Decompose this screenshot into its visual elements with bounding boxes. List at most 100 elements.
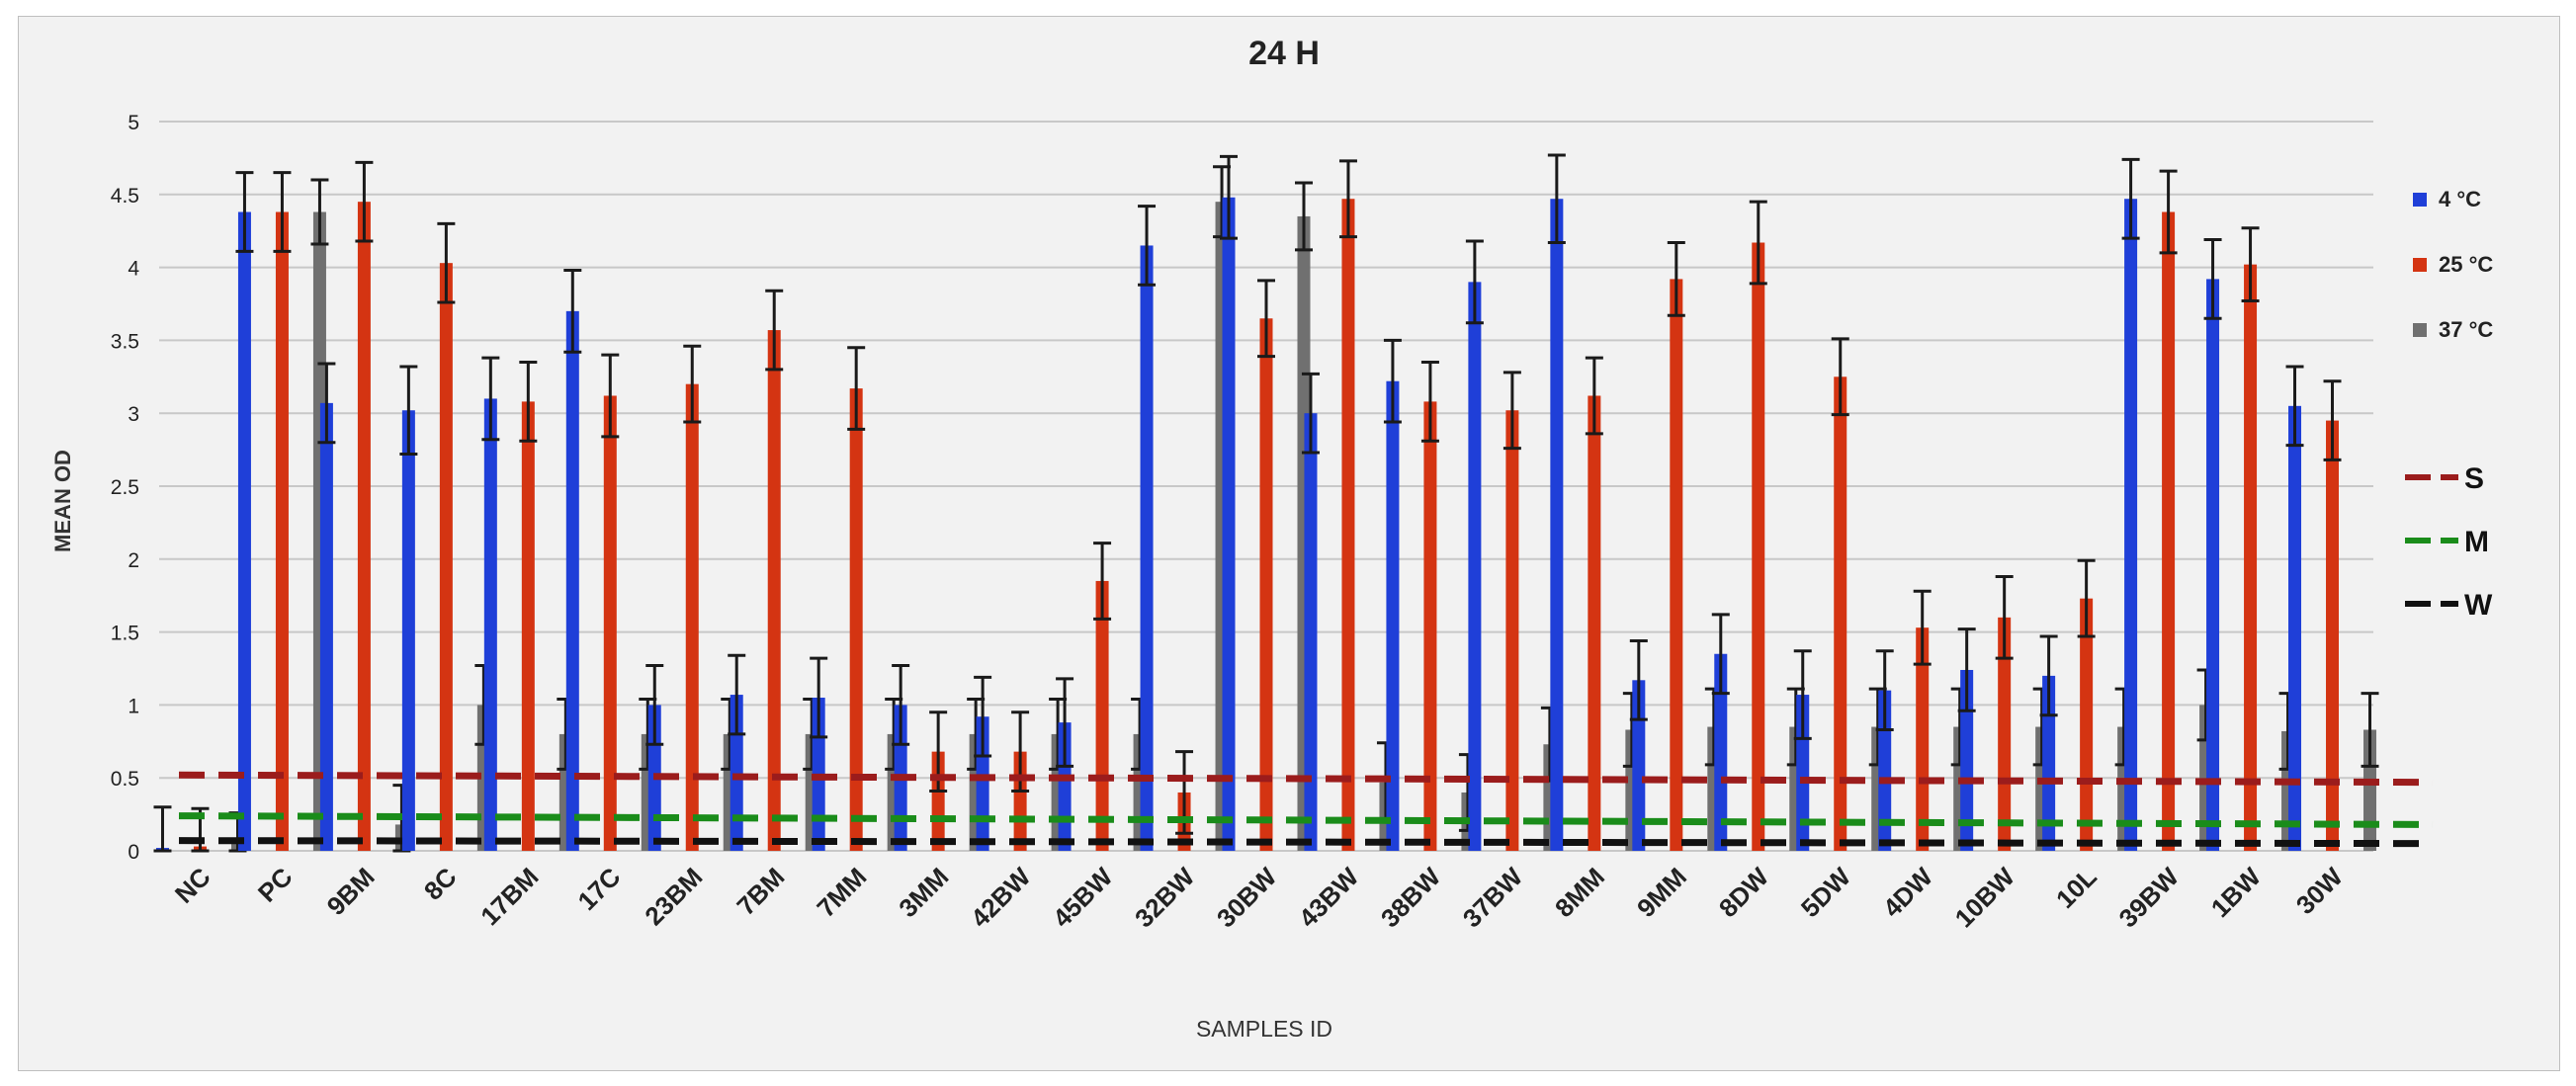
bar-23BM-s1 bbox=[685, 383, 699, 851]
x-tick-label: 38BW bbox=[1375, 862, 1447, 934]
error-bar bbox=[1749, 200, 1767, 286]
x-tick-label: 39BW bbox=[2113, 862, 2186, 934]
x-tick-label: 8DW bbox=[1713, 862, 1774, 923]
error-bar bbox=[310, 178, 329, 246]
error-bar bbox=[481, 356, 500, 442]
x-tick-label: NC bbox=[169, 862, 216, 909]
y-tick-label: 2 bbox=[128, 549, 139, 572]
bar-43BW-s1 bbox=[1341, 199, 1355, 851]
error-bar bbox=[2121, 157, 2140, 240]
x-tick-label: 10L bbox=[2050, 862, 2103, 914]
error-bar bbox=[2285, 365, 2304, 448]
bar-32BW-s0 bbox=[1140, 245, 1154, 851]
error-bar bbox=[563, 269, 582, 354]
bar-37BW-s1 bbox=[1505, 410, 1519, 851]
bar-5DW-s1 bbox=[1834, 376, 1847, 851]
y-tick-label: 3.5 bbox=[111, 330, 139, 353]
error-bar bbox=[2361, 692, 2379, 768]
error-bar bbox=[847, 346, 866, 431]
error-bar bbox=[273, 171, 292, 253]
y-axis-label: MEAN OD bbox=[50, 450, 75, 552]
bar-8DW-s0 bbox=[1714, 653, 1728, 851]
error-bar bbox=[1383, 338, 1402, 424]
error-bar bbox=[1913, 589, 1932, 666]
y-tick-label: 1.5 bbox=[111, 623, 139, 645]
legend-label: 4 °C bbox=[2439, 187, 2481, 211]
y-tick-label: 1 bbox=[128, 695, 139, 717]
error-bar bbox=[1503, 371, 1521, 451]
x-tick-label: 9BM bbox=[321, 862, 381, 921]
x-tick-label: 3MM bbox=[893, 862, 954, 923]
error-bar bbox=[810, 656, 828, 739]
bar-30W-s0 bbox=[2288, 405, 2302, 851]
error-bar bbox=[1793, 649, 1812, 740]
y-tick-label: 0.5 bbox=[111, 768, 139, 791]
bar-chart: 0 0.5 1 1.5 2 2.5 3 3.5 4 4.5 5 NC PC 9BM 8C 17BM 17C 23B… bbox=[50, 35, 2493, 1042]
error-bar bbox=[2039, 634, 2058, 717]
bar-5DW-s0 bbox=[1796, 695, 1810, 851]
bar-30BW-s1 bbox=[1259, 318, 1273, 851]
bar-8C-s1 bbox=[439, 263, 453, 851]
error-bar bbox=[437, 221, 456, 304]
x-axis-label: SAMPLES ID bbox=[1196, 1016, 1332, 1042]
y-tick-label: 4 bbox=[128, 258, 139, 281]
bar-30W-s2 bbox=[2363, 729, 2377, 851]
bar-10BW-s1 bbox=[1998, 617, 2012, 851]
error-bar bbox=[1465, 239, 1484, 325]
error-bar bbox=[601, 353, 620, 439]
error-bar bbox=[1547, 153, 1566, 245]
threshold-line-S bbox=[178, 771, 2434, 787]
x-tick-label: 7MM bbox=[811, 862, 872, 923]
x-tick-label: 10BW bbox=[1949, 862, 2021, 934]
legend-swatch bbox=[2413, 323, 2427, 337]
bar-9MM-s0 bbox=[1632, 680, 1646, 851]
bar-17C-s0 bbox=[565, 310, 579, 851]
error-bar bbox=[1420, 361, 1439, 443]
error-bar bbox=[1667, 241, 1685, 317]
error-bar bbox=[317, 362, 336, 445]
x-tick-label: 17C bbox=[572, 862, 627, 916]
bar-17BM-s0 bbox=[483, 398, 497, 851]
x-tick-label: 7BM bbox=[730, 862, 790, 921]
bar-9MM-s1 bbox=[1670, 279, 1683, 852]
bar-38BW-s0 bbox=[1386, 380, 1400, 851]
bar-7MM-s1 bbox=[849, 388, 863, 851]
error-bar bbox=[1295, 181, 1313, 252]
bar-30BW-s0 bbox=[1222, 197, 1236, 851]
error-bar bbox=[1995, 575, 2014, 660]
bar-37BW-s0 bbox=[1468, 282, 1482, 851]
error-bar bbox=[1629, 638, 1648, 721]
error-bar bbox=[153, 805, 172, 853]
error-bar bbox=[1257, 279, 1275, 359]
x-tick-label: 9MM bbox=[1631, 862, 1692, 923]
error-bar bbox=[519, 361, 538, 443]
error-bar bbox=[728, 653, 746, 736]
x-tick-label: 32BW bbox=[1129, 862, 1201, 934]
y-tick-label: 5 bbox=[128, 112, 139, 134]
legend-label: 25 °C bbox=[2439, 252, 2493, 277]
error-bar bbox=[1957, 627, 1976, 712]
bar-4DW-s1 bbox=[1916, 627, 1930, 851]
bar-8DW-s1 bbox=[1752, 242, 1765, 851]
chart-title: 24 H bbox=[1248, 35, 1320, 72]
bar-8MM-s0 bbox=[1550, 199, 1564, 851]
x-tick-label: 5DW bbox=[1795, 862, 1856, 923]
x-tick-label: 1BW bbox=[2205, 862, 2267, 923]
bar-45BW-s1 bbox=[1095, 580, 1109, 851]
y-tick-label: 4.5 bbox=[111, 185, 139, 208]
error-bar bbox=[1711, 613, 1730, 696]
threshold-line-W bbox=[178, 837, 2434, 848]
bar-9BM-s1 bbox=[357, 202, 371, 851]
bar-8MM-s1 bbox=[1588, 395, 1601, 851]
error-bar bbox=[2323, 379, 2342, 461]
x-tick-label: 30W bbox=[2290, 862, 2349, 920]
bar-38BW-s1 bbox=[1423, 401, 1437, 851]
y-tick-label: 3 bbox=[128, 403, 139, 426]
bar-10BW-s0 bbox=[1960, 669, 1974, 851]
legend-label: 37 °C bbox=[2439, 317, 2493, 342]
error-bar bbox=[1338, 159, 1357, 239]
legend-swatch bbox=[2413, 193, 2427, 207]
error-bar bbox=[1301, 372, 1320, 455]
error-bar bbox=[683, 344, 702, 424]
bar-1BW-s0 bbox=[2206, 279, 2220, 852]
